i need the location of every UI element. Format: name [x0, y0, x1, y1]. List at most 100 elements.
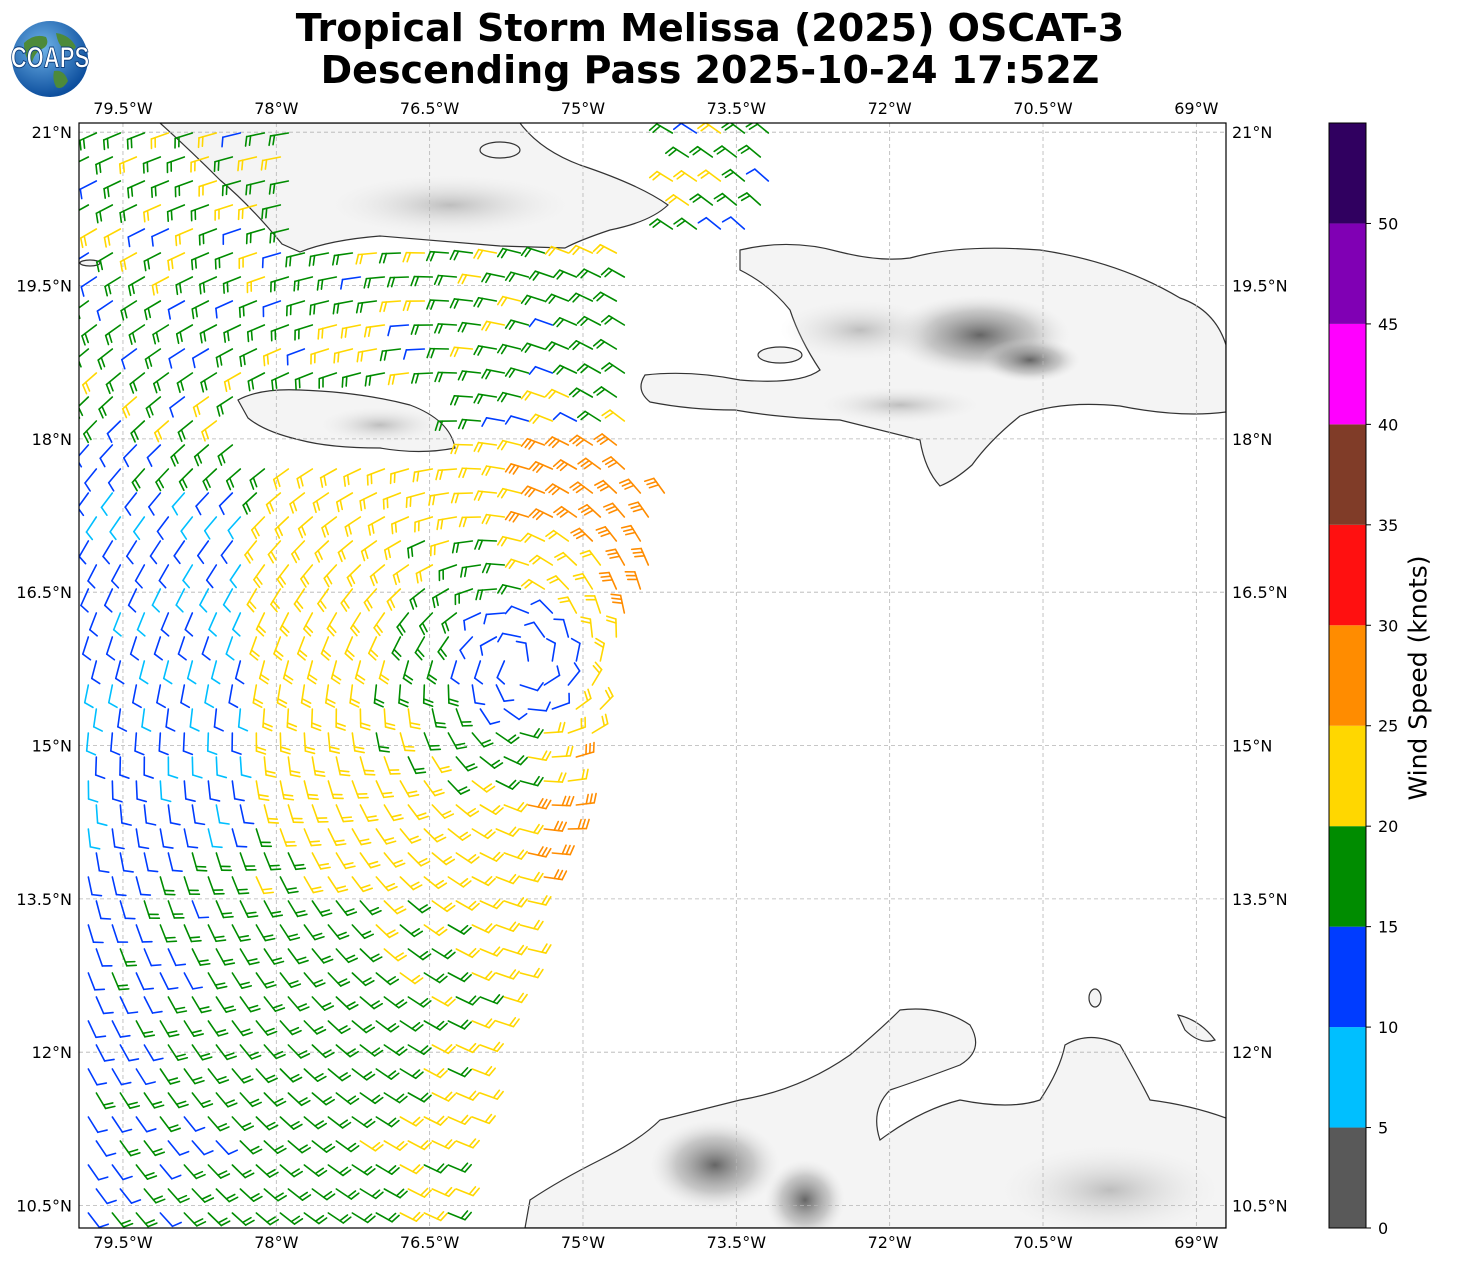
wind-barb [503, 897, 528, 908]
wind-barb [136, 612, 146, 637]
wind-barb [286, 348, 306, 366]
wind-barb [495, 873, 520, 885]
wind-barb [119, 204, 138, 224]
wind-barb [267, 540, 282, 564]
wind-barb [605, 548, 626, 566]
wind-barb [215, 1140, 239, 1155]
wind-barb [479, 708, 501, 725]
wind-barb [123, 444, 138, 468]
wind-barb [82, 636, 92, 661]
wind-barb [496, 343, 522, 355]
lat-tick-right: 16.5°N [1232, 583, 1288, 602]
wind-barb [143, 1140, 166, 1157]
wind-barb [335, 900, 358, 917]
wind-barb [246, 324, 266, 343]
wind-barb [359, 852, 381, 869]
wind-barb [483, 612, 506, 625]
wind-barb [407, 1140, 432, 1151]
wind-barb [255, 1116, 279, 1131]
wind-barb [375, 1068, 400, 1080]
wind-barb [215, 348, 234, 368]
wind-barb [721, 168, 746, 182]
wind-barb [191, 1092, 214, 1108]
wind-barb [167, 1044, 189, 1061]
wind-barb [263, 804, 280, 824]
wind-barb [567, 716, 587, 734]
wind-barb [552, 412, 578, 422]
wind-barb [124, 492, 138, 516]
wind-barb [245, 180, 266, 196]
wind-barb [351, 924, 374, 940]
wind-barb [399, 876, 423, 891]
wind-barb [520, 294, 546, 306]
wind-barb [568, 387, 594, 398]
wind-barb [457, 273, 482, 285]
wind-barb [279, 1212, 304, 1225]
wind-barb [263, 948, 285, 965]
wind-barb [193, 444, 210, 467]
wind-barb [83, 420, 98, 444]
wind-barb [119, 1044, 140, 1062]
wind-barb [410, 372, 434, 384]
wind-barb [255, 1068, 278, 1084]
wind-barb [435, 468, 458, 481]
wind-barb [407, 540, 426, 559]
wind-barb [87, 1020, 107, 1039]
wind-barb [128, 324, 146, 345]
wind-barb [664, 146, 690, 158]
wind-barb [239, 852, 257, 871]
wind-barb [138, 660, 149, 685]
wind-barb [79, 180, 98, 200]
wind-barb [95, 900, 112, 920]
wind-barb [576, 410, 602, 422]
wind-barb [447, 1114, 472, 1125]
wind-barb [231, 924, 251, 942]
wind-barb [360, 540, 378, 562]
wind-barb [246, 588, 258, 613]
wind-barb [311, 996, 335, 1011]
wind-barb [551, 745, 574, 758]
lat-tick-right: 13.5°N [1232, 890, 1288, 909]
wind-barb [520, 246, 546, 258]
wind-barb [111, 828, 125, 850]
wind-barb [82, 372, 98, 395]
wind-barb [135, 972, 155, 991]
wind-barb [355, 300, 378, 314]
wind-barb [253, 564, 266, 589]
wind-barb [173, 540, 186, 565]
wind-barb [340, 588, 354, 612]
wind-barb [143, 1044, 164, 1062]
terrain-relief [320, 175, 1220, 1228]
wind-barb [170, 444, 186, 467]
wind-barb [177, 636, 187, 661]
wind-barb [215, 756, 228, 779]
wind-barb [575, 688, 592, 710]
colorbar-bin [1329, 725, 1366, 827]
map-area [79, 123, 1226, 1228]
wind-barb [190, 252, 210, 271]
wind-barb [303, 1164, 328, 1177]
wind-barb [306, 660, 318, 685]
wind-barb [238, 252, 258, 270]
wind-barb [95, 1140, 117, 1157]
wind-barb [148, 492, 162, 516]
wind-barb [721, 216, 746, 230]
wind-barb [96, 252, 114, 273]
wind-barb [343, 468, 362, 487]
lon-tick-top: 70.5°W [1013, 99, 1073, 118]
wind-barb [191, 1188, 215, 1203]
wind-barb [745, 168, 770, 182]
wind-barb [423, 732, 442, 751]
wind-barb [713, 145, 738, 158]
wind-barb [471, 684, 486, 706]
wind-barb [504, 558, 530, 570]
wind-barb [320, 636, 332, 661]
wind-barb [129, 372, 146, 394]
wind-barb [265, 492, 282, 515]
wind-barb [594, 479, 618, 494]
wind-barb [102, 132, 122, 151]
lon-tick-bottom: 73.5°W [707, 1233, 767, 1252]
wind-barb [134, 564, 146, 589]
wind-barb [263, 756, 277, 778]
wind-barb [279, 780, 295, 801]
